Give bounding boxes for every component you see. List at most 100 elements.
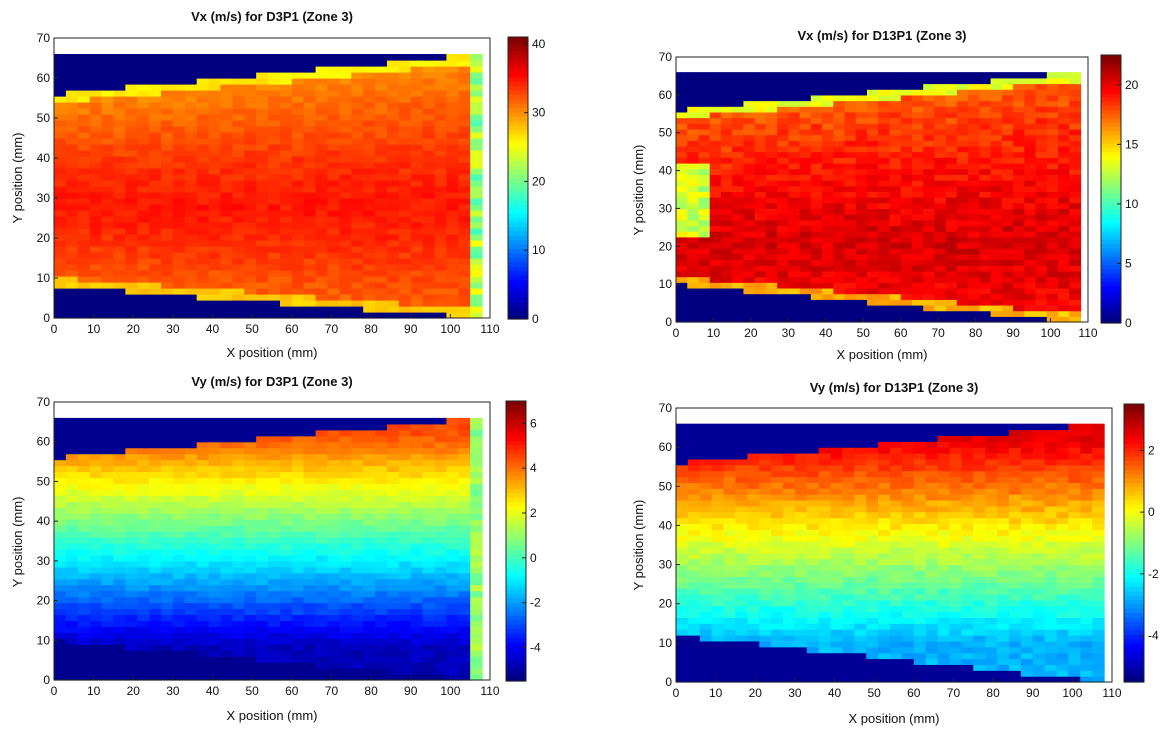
heatmap-cell	[398, 560, 412, 568]
heatmap-cell	[113, 294, 126, 301]
heatmap-cell	[363, 108, 376, 115]
heatmap-cell	[196, 471, 210, 479]
heatmap-cell	[1058, 316, 1070, 323]
heatmap-cell	[339, 620, 352, 627]
heatmap-cell	[291, 435, 305, 443]
heatmap-cell	[268, 168, 281, 175]
heatmap-cell	[291, 294, 305, 301]
heatmap-cell	[709, 117, 722, 124]
heatmap-cell	[125, 228, 138, 235]
heatmap-cell	[196, 560, 210, 568]
heatmap-cell	[956, 191, 969, 198]
heatmap-cell	[434, 566, 447, 574]
heatmap-cell	[137, 429, 150, 437]
heatmap-cell	[386, 584, 400, 592]
heatmap-cell	[844, 265, 857, 272]
heatmap-cell	[149, 674, 162, 681]
heatmap-cell	[889, 134, 902, 141]
heatmap-cell	[172, 560, 186, 568]
heatmap-cell	[777, 259, 789, 266]
heatmap-cell	[398, 423, 412, 431]
heatmap-cell	[279, 417, 293, 425]
heatmap-cell	[149, 156, 162, 163]
colorbar-segment	[1101, 176, 1121, 182]
heatmap-cell	[291, 483, 305, 490]
heatmap-cell	[788, 106, 801, 113]
heatmap-cell	[434, 584, 447, 592]
heatmap-cell	[125, 114, 138, 121]
heatmap-cell	[65, 276, 79, 283]
heatmap-cell	[220, 453, 233, 461]
heatmap-cell	[720, 214, 733, 221]
heatmap-cell	[446, 156, 459, 163]
heatmap-cell	[687, 287, 700, 295]
heatmap-cell	[777, 191, 789, 198]
heatmap-cell	[799, 270, 812, 278]
heatmap-cell	[810, 316, 823, 323]
heatmap-cell	[458, 174, 471, 181]
heatmap-cell	[720, 293, 733, 300]
heatmap-cell	[256, 210, 269, 217]
colorbar-segment	[1101, 113, 1121, 119]
heatmap-cell	[422, 554, 436, 562]
heatmap-cell	[244, 96, 257, 103]
heatmap-cell	[363, 228, 376, 235]
heatmap-cell	[923, 276, 936, 283]
heatmap-cell	[398, 507, 412, 514]
heatmap-cell	[232, 417, 245, 425]
heatmap-cell	[822, 117, 834, 124]
heatmap-cell	[303, 168, 317, 175]
heatmap-cell	[65, 270, 79, 277]
heatmap-cell	[125, 459, 138, 467]
heatmap-cell	[196, 626, 210, 633]
heatmap-cell	[900, 94, 913, 102]
heatmap-cell	[754, 134, 767, 141]
heatmap-cell	[172, 96, 186, 103]
heatmap-cell	[232, 578, 245, 586]
heatmap-cell	[113, 513, 126, 520]
heatmap-cell	[101, 288, 115, 295]
heatmap-cell	[446, 471, 459, 479]
heatmap-cell	[788, 219, 801, 227]
heatmap-cell	[968, 140, 980, 147]
heatmap-cell	[363, 417, 376, 425]
heatmap-cell	[220, 662, 233, 669]
heatmap-cell	[934, 270, 947, 278]
heatmap-cell	[375, 572, 388, 580]
heatmap-cell	[137, 168, 150, 175]
heatmap-cell	[410, 264, 424, 271]
heatmap-cell	[911, 253, 924, 261]
heatmap-cell	[398, 608, 412, 616]
heatmap-cell	[765, 117, 778, 124]
heatmap-cell	[137, 276, 150, 283]
heatmap-cell	[945, 117, 958, 124]
heatmap-cell	[291, 162, 305, 169]
heatmap-cell	[172, 144, 186, 151]
heatmap-cell	[1013, 265, 1025, 272]
heatmap-cell	[709, 123, 722, 130]
heatmap-cell	[279, 477, 293, 485]
heatmap-cell	[1069, 299, 1082, 306]
heatmap-cell	[208, 258, 222, 265]
heatmap-cell	[386, 240, 400, 247]
heatmap-cell	[279, 566, 293, 574]
heatmap-cell	[434, 674, 447, 681]
heatmap-cell	[89, 477, 103, 485]
heatmap-cell	[256, 306, 269, 313]
heatmap-cell	[89, 459, 103, 467]
heatmap-cell	[54, 84, 67, 91]
heatmap-cell	[101, 537, 115, 544]
heatmap-cell	[410, 246, 424, 253]
heatmap-cell	[799, 287, 812, 295]
heatmap-cell	[889, 219, 902, 227]
heatmap-cell	[65, 560, 79, 568]
heatmap-cell	[327, 638, 340, 645]
heatmap-cell	[844, 168, 857, 175]
heatmap-cell	[172, 162, 186, 169]
heatmap-cell	[833, 89, 846, 96]
heatmap-cell	[244, 602, 257, 610]
heatmap-cell	[184, 447, 198, 455]
colorbar-segment	[508, 67, 528, 73]
heatmap-cell	[878, 145, 891, 153]
heatmap-cell	[799, 72, 812, 79]
